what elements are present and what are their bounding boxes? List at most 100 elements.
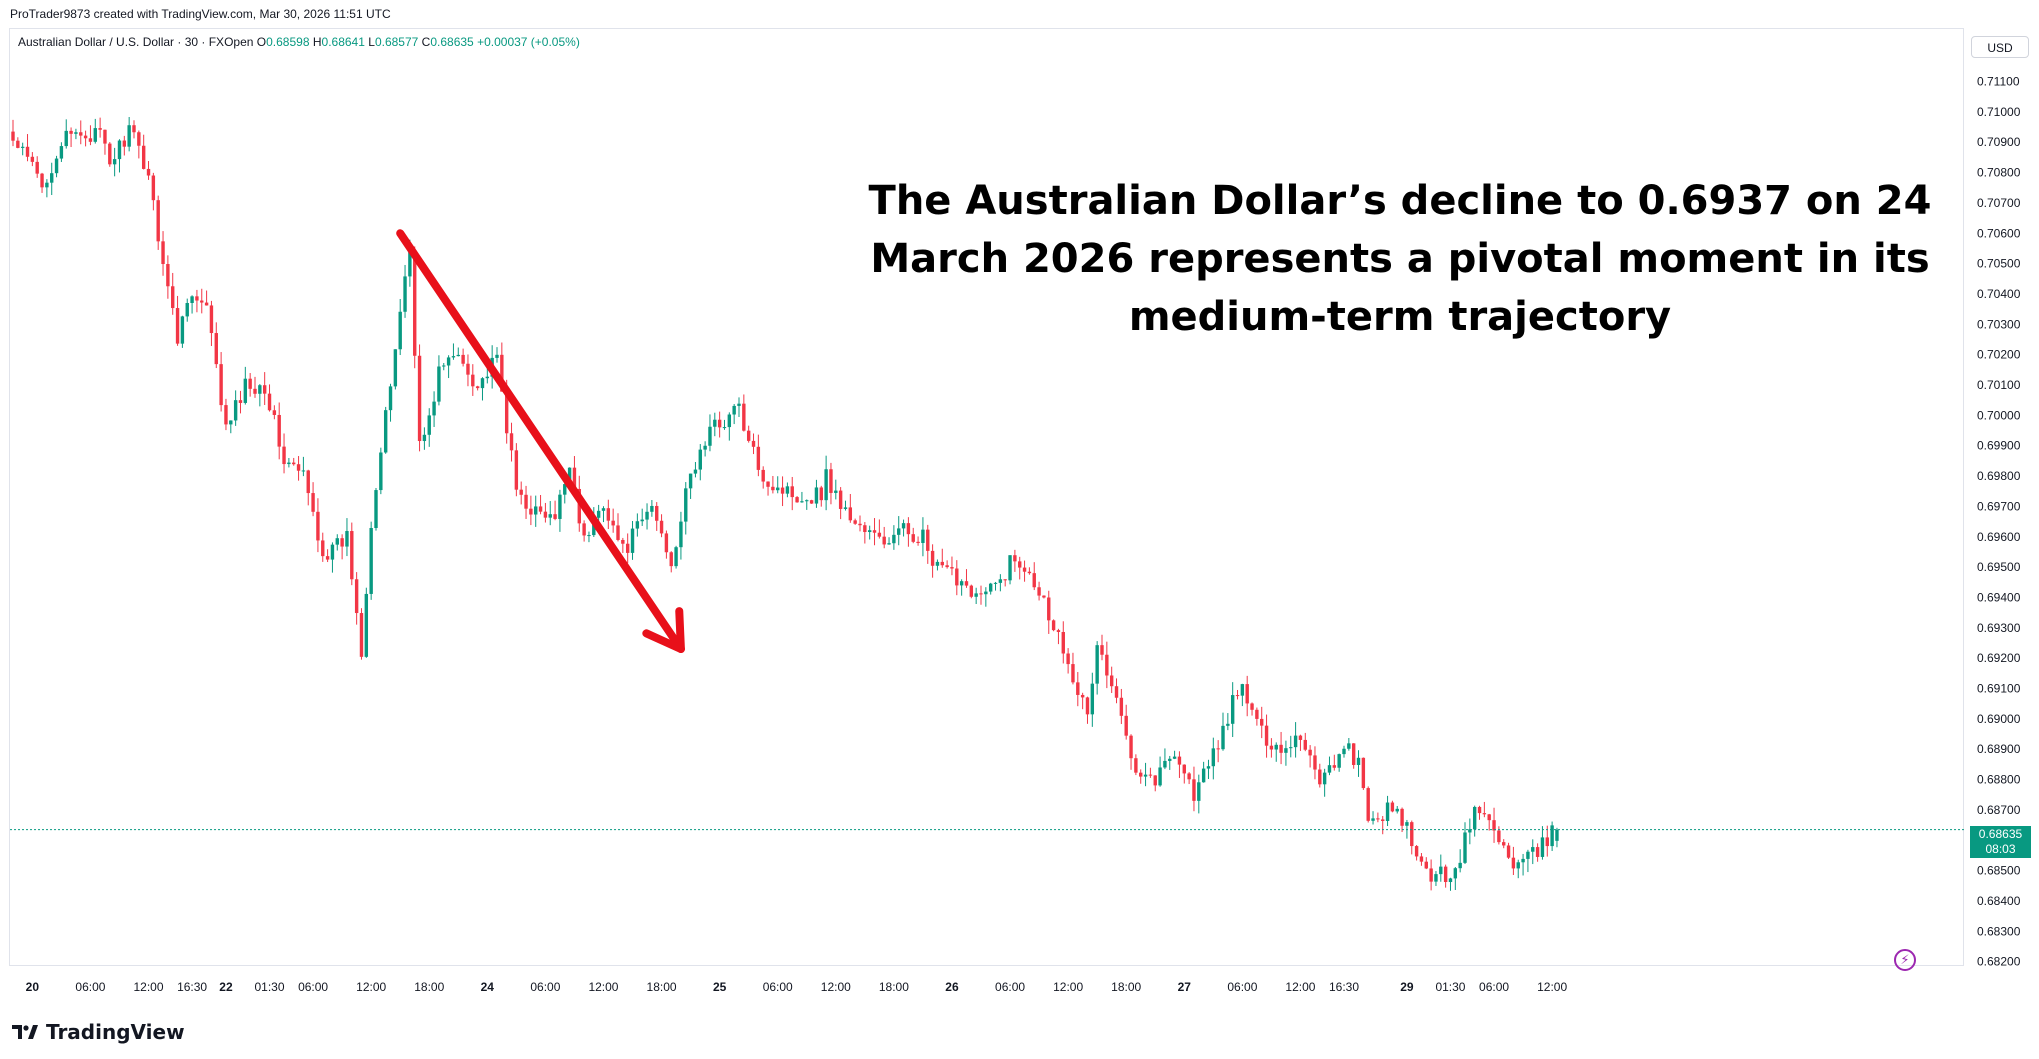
candle xyxy=(722,419,727,430)
candle xyxy=(64,119,68,149)
tradingview-brand[interactable]: TradingView xyxy=(12,1020,185,1044)
candle xyxy=(1381,816,1385,835)
price-tick-label: 0.71000 xyxy=(1977,105,2021,119)
lightning-alert-icon[interactable]: ⚡ xyxy=(1894,949,1916,971)
ohlc-legend[interactable]: Australian Dollar / U.S. Dollar · 30 · F… xyxy=(18,35,580,49)
candle xyxy=(287,457,291,468)
high-value: 0.68641 xyxy=(321,35,365,49)
candle xyxy=(553,500,557,521)
time-tick-label: 06:00 xyxy=(995,980,1025,994)
candle xyxy=(461,348,465,367)
candle xyxy=(40,172,44,193)
candle xyxy=(664,530,669,559)
candle xyxy=(1540,826,1545,860)
time-axis[interactable]: 20 06:00 12:00 16:30 22 01:30 06:00 12:00 18:00 2… xyxy=(26,980,1568,994)
candle xyxy=(1371,811,1375,825)
candle xyxy=(606,499,611,530)
candle xyxy=(25,134,30,162)
current-price-value: 0.68635 xyxy=(1978,827,2023,841)
candle xyxy=(892,525,896,550)
candle xyxy=(1322,768,1327,797)
candle xyxy=(684,482,688,535)
candle xyxy=(1013,549,1017,572)
candle xyxy=(325,549,330,563)
candle xyxy=(1090,672,1095,727)
candle xyxy=(335,534,339,551)
candle xyxy=(1477,805,1482,820)
candle xyxy=(277,402,281,460)
candle xyxy=(800,491,804,503)
candle xyxy=(1018,556,1022,580)
price-tick-label: 0.68900 xyxy=(1977,742,2021,756)
candle xyxy=(54,155,59,178)
time-tick-label: 12:00 xyxy=(821,980,851,994)
candle xyxy=(1492,807,1496,843)
chart-annotation-text[interactable]: The Australian Dollar’s decline to 0.693… xyxy=(868,178,1932,340)
candle xyxy=(127,116,131,152)
price-tick-label: 0.70900 xyxy=(1977,135,2021,149)
candle xyxy=(364,587,369,658)
symbol-description[interactable]: Australian Dollar / U.S. Dollar · 30 · F… xyxy=(18,35,254,49)
candle xyxy=(829,462,833,505)
candle xyxy=(393,349,398,390)
candle xyxy=(1429,859,1433,891)
candle xyxy=(1550,821,1554,852)
candle xyxy=(959,579,964,596)
candle xyxy=(243,366,248,405)
time-tick-label: 25 xyxy=(713,980,727,994)
candle xyxy=(1497,826,1501,845)
candle xyxy=(1487,813,1491,831)
candle xyxy=(1332,754,1337,771)
candle xyxy=(543,502,548,523)
candle xyxy=(374,488,378,531)
candle xyxy=(1361,757,1366,790)
candle xyxy=(369,521,373,600)
candle xyxy=(204,290,209,306)
candle xyxy=(930,544,935,578)
candle xyxy=(1448,877,1453,891)
price-tick-label: 0.69900 xyxy=(1977,439,2021,453)
candle xyxy=(809,499,814,504)
candle xyxy=(558,489,562,532)
candle xyxy=(1303,732,1307,752)
candle xyxy=(1414,845,1419,861)
time-tick-label: 12:00 xyxy=(134,980,164,994)
candle xyxy=(1095,641,1099,695)
candle xyxy=(1293,722,1298,758)
currency-button[interactable]: USD xyxy=(1971,36,2029,58)
candle xyxy=(1555,827,1559,848)
low-value: 0.68577 xyxy=(374,35,419,49)
trend-arrow-shaft xyxy=(396,229,685,654)
candle xyxy=(238,390,243,414)
candle xyxy=(35,156,39,178)
time-tick-label: 12:00 xyxy=(356,980,386,994)
candle xyxy=(1308,745,1312,768)
price-tick-label: 0.68800 xyxy=(1977,773,2021,787)
candle xyxy=(1526,849,1530,873)
candle xyxy=(316,498,320,553)
candle xyxy=(1390,800,1395,813)
candle xyxy=(625,533,630,564)
candle xyxy=(292,457,296,466)
candle xyxy=(630,520,635,560)
candle xyxy=(1284,740,1288,766)
candle xyxy=(1047,590,1051,634)
candle xyxy=(688,473,693,499)
candle xyxy=(1226,713,1230,731)
candle xyxy=(1042,595,1046,599)
candle xyxy=(1211,737,1216,780)
candle xyxy=(1182,764,1186,784)
price-tick-label: 0.68500 xyxy=(1977,864,2021,878)
candle xyxy=(79,120,83,145)
price-axis[interactable]: 0.71100 0.71000 0.70900 0.70800 0.70700 0.706… xyxy=(1977,75,2021,969)
candle xyxy=(1250,702,1254,716)
candle xyxy=(432,391,436,427)
candle xyxy=(301,456,306,477)
candle xyxy=(1279,731,1283,765)
trend-arrow[interactable] xyxy=(396,229,685,654)
candle xyxy=(359,608,364,660)
candle xyxy=(180,315,185,348)
candle xyxy=(1066,648,1070,674)
candle xyxy=(480,377,485,401)
